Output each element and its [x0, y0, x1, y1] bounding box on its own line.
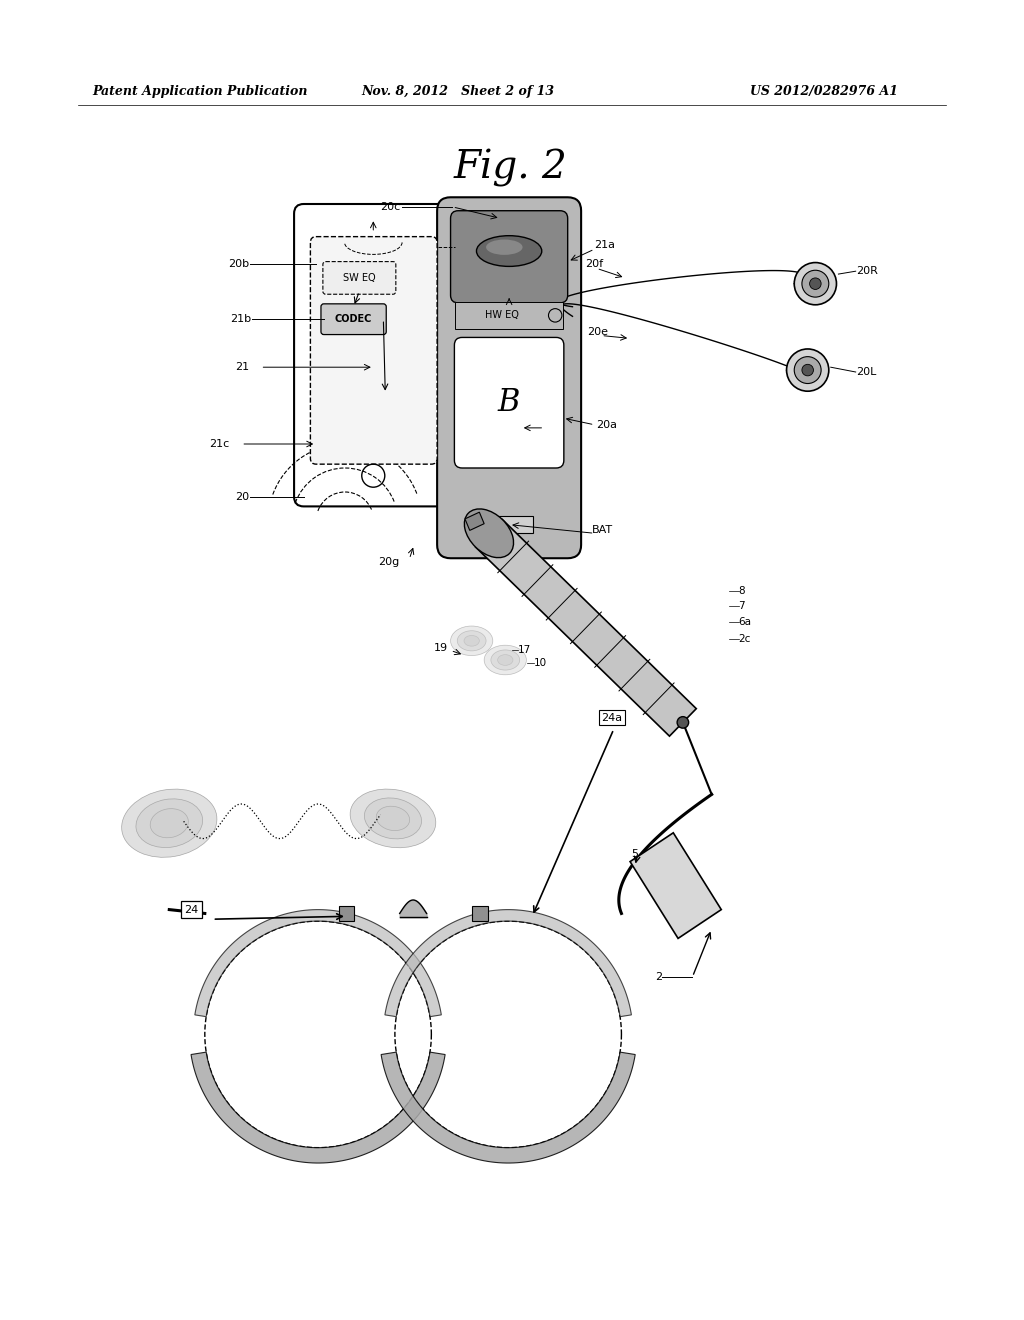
Text: B: B — [498, 387, 520, 418]
Bar — [485, 516, 534, 533]
Text: 21b: 21b — [229, 314, 251, 325]
Text: 7: 7 — [738, 601, 745, 611]
Bar — [339, 906, 354, 921]
Text: 6a: 6a — [738, 616, 752, 627]
Text: 20b: 20b — [227, 260, 249, 269]
Ellipse shape — [376, 807, 410, 830]
Polygon shape — [191, 1052, 445, 1163]
Ellipse shape — [476, 236, 542, 267]
Bar — [456, 302, 563, 329]
Circle shape — [786, 348, 828, 391]
Polygon shape — [630, 833, 721, 939]
Text: 20a: 20a — [596, 420, 617, 430]
Bar — [472, 906, 487, 921]
Text: 5: 5 — [631, 849, 638, 859]
Text: HW EQ: HW EQ — [484, 310, 518, 321]
FancyBboxPatch shape — [451, 211, 567, 302]
Text: 20e: 20e — [587, 326, 608, 337]
Polygon shape — [475, 520, 696, 737]
Text: BAT: BAT — [592, 525, 612, 536]
Text: 19: 19 — [433, 643, 447, 653]
Text: 8: 8 — [738, 586, 745, 595]
Circle shape — [677, 717, 688, 729]
Text: 21c: 21c — [210, 440, 229, 449]
FancyBboxPatch shape — [437, 197, 582, 558]
FancyBboxPatch shape — [310, 236, 437, 465]
Circle shape — [795, 356, 821, 384]
Ellipse shape — [484, 645, 526, 675]
Text: 10: 10 — [535, 657, 547, 668]
Circle shape — [795, 263, 837, 305]
Circle shape — [802, 271, 828, 297]
Circle shape — [810, 279, 821, 289]
Text: 24a: 24a — [601, 713, 623, 722]
Ellipse shape — [350, 789, 436, 847]
Ellipse shape — [122, 789, 217, 857]
Ellipse shape — [365, 797, 422, 840]
Text: Patent Application Publication: Patent Application Publication — [92, 86, 308, 98]
Text: 20g: 20g — [379, 557, 399, 568]
Ellipse shape — [464, 635, 479, 647]
Text: 2c: 2c — [738, 634, 751, 644]
FancyBboxPatch shape — [294, 205, 453, 507]
Ellipse shape — [486, 239, 522, 255]
Polygon shape — [195, 909, 441, 1016]
FancyBboxPatch shape — [323, 261, 396, 294]
Text: SW EQ: SW EQ — [343, 273, 376, 282]
Ellipse shape — [464, 510, 514, 557]
Text: 20c: 20c — [380, 202, 400, 213]
FancyBboxPatch shape — [455, 338, 564, 469]
Text: 2: 2 — [654, 972, 662, 982]
FancyBboxPatch shape — [321, 304, 386, 334]
Ellipse shape — [490, 649, 519, 671]
Text: 20f: 20f — [585, 260, 603, 269]
Text: 20R: 20R — [856, 267, 878, 276]
Polygon shape — [465, 512, 484, 531]
Text: 20: 20 — [234, 492, 249, 502]
Polygon shape — [381, 1052, 635, 1163]
Polygon shape — [385, 909, 632, 1016]
Ellipse shape — [136, 799, 203, 847]
Ellipse shape — [458, 631, 486, 651]
Ellipse shape — [451, 626, 493, 656]
Text: CODEC: CODEC — [335, 314, 373, 325]
Text: Fig. 2: Fig. 2 — [454, 149, 567, 187]
Circle shape — [802, 364, 813, 376]
Ellipse shape — [151, 809, 188, 838]
Text: 21: 21 — [234, 362, 249, 372]
Text: 21a: 21a — [595, 240, 615, 251]
Text: Nov. 8, 2012   Sheet 2 of 13: Nov. 8, 2012 Sheet 2 of 13 — [361, 86, 554, 98]
Text: US 2012/0282976 A1: US 2012/0282976 A1 — [750, 86, 898, 98]
Text: 17: 17 — [518, 645, 531, 656]
Ellipse shape — [498, 655, 513, 665]
Text: 24: 24 — [184, 904, 199, 915]
Text: 20L: 20L — [856, 367, 877, 378]
